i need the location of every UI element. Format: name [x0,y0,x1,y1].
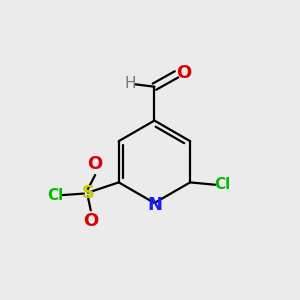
Text: Cl: Cl [215,177,231,192]
Text: O: O [176,64,191,82]
Text: N: N [147,196,162,214]
Text: H: H [124,76,136,91]
Text: Cl: Cl [47,188,63,202]
Text: O: O [88,155,103,173]
Text: S: S [81,184,94,202]
Text: O: O [83,212,98,230]
